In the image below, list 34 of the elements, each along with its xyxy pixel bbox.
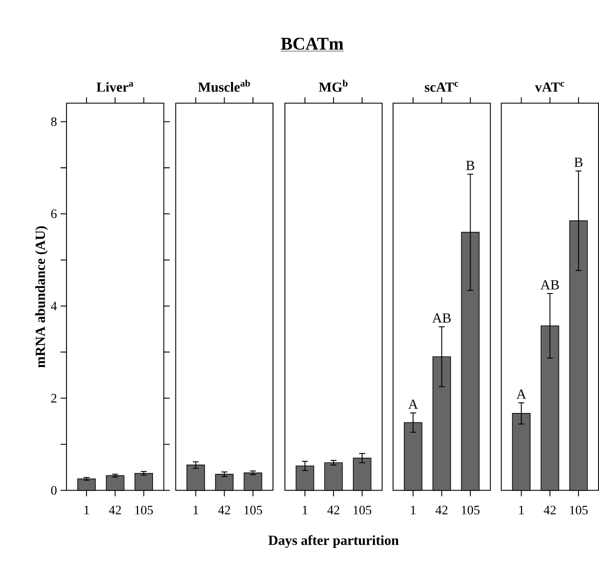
annotation: A: [408, 400, 418, 409]
chart-title: MG$^{b}$: [318, 80, 348, 92]
y-tick-label: 6: [51, 210, 57, 218]
x-tick-label: 1: [84, 506, 89, 514]
x-tick-label: 105: [570, 506, 588, 515]
annotation: B: [574, 158, 582, 167]
chart-title: Muscle$^{ab}$: [198, 80, 250, 92]
x-tick-label: 1: [411, 506, 416, 514]
x-tick-label: 105: [354, 506, 372, 515]
x-tick-label: 1: [302, 506, 308, 514]
x-tick-label: 1: [194, 506, 198, 514]
y-tick-label: 0: [51, 486, 57, 495]
annotation: A: [516, 390, 526, 399]
x-axis-title: Days after parturition: [268, 535, 399, 548]
x-tick-label: 42: [544, 506, 556, 514]
annotation: B: [466, 161, 474, 170]
chart-title: vAT$^{c}$: [534, 82, 564, 92]
x-tick-label: 42: [436, 506, 448, 514]
x-tick-label: 105: [135, 506, 153, 515]
y-axis-title: mRNA abundance (AU): [35, 226, 48, 368]
text: BCATm: [280, 38, 344, 50]
x-tick-label: 105: [244, 506, 262, 515]
x-tick-label: 1: [519, 506, 524, 514]
annotation: AB: [540, 280, 559, 290]
y-tick-label: 8: [51, 117, 57, 126]
y-tick-label: 2: [51, 394, 56, 403]
chart-title: scAT$^{c}$: [424, 82, 458, 92]
chart-title: Liver$^{a}$: [96, 82, 134, 92]
x-tick-label: 105: [462, 506, 480, 515]
annotation: AB: [432, 314, 451, 323]
y-tick-label: 4: [50, 302, 57, 310]
x-tick-label: 42: [327, 506, 340, 514]
x-tick-label: 42: [218, 506, 230, 514]
x-tick-label: 42: [108, 506, 121, 514]
